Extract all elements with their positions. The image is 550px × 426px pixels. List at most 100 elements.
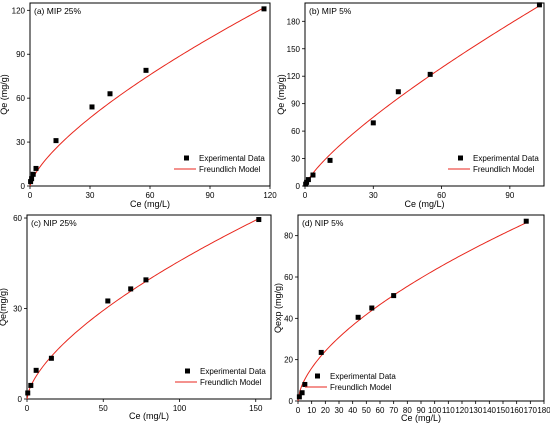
y-tick-label: 0 [18, 395, 23, 404]
data-point [305, 177, 311, 183]
x-axis-title: Ce (mg/L) [130, 199, 170, 209]
data-point [107, 91, 113, 97]
data-point [105, 298, 111, 304]
legend-label-fit: Freundlich Model [330, 383, 392, 392]
y-tick-label: 0 [289, 397, 294, 406]
x-tick-label: 170 [524, 406, 538, 415]
y-tick-label: 120 [12, 6, 26, 15]
data-point [89, 104, 95, 110]
data-point [304, 179, 310, 185]
x-tick-label: 100 [173, 404, 187, 413]
data-point [261, 6, 267, 12]
x-tick-label: 30 [86, 191, 95, 200]
x-tick-label: 90 [206, 191, 215, 200]
data-point [30, 171, 36, 177]
x-tick-label: 0 [25, 404, 30, 413]
y-tick-label: 20 [284, 356, 293, 365]
data-point [523, 218, 529, 224]
data-point [296, 394, 302, 400]
fit-curve [29, 7, 265, 187]
x-tick-label: 60 [437, 191, 446, 200]
x-tick-label: 60 [376, 406, 385, 415]
x-tick-label: 150 [496, 406, 510, 415]
x-tick-label: 70 [389, 406, 398, 415]
plot-frame [304, 2, 545, 187]
x-tick-label: 140 [483, 406, 497, 415]
data-point [53, 138, 59, 144]
y-tick-label: 30 [291, 155, 300, 164]
fit-curve [26, 218, 260, 400]
x-tick-label: 110 [442, 406, 455, 415]
panel-title: (c) NIP 25% [31, 218, 77, 228]
data-point [143, 67, 149, 73]
x-tick-label: 10 [307, 406, 316, 415]
legend: Experimental Data Freundlich Model [174, 154, 265, 174]
legend-marker-points [184, 155, 189, 161]
y-tick-label: 30 [13, 305, 22, 314]
y-tick-label: 60 [284, 273, 293, 282]
panel-0: 0 30 60 90 120 0 30 60 90 120 Ce (mg/L) Qe (mg/g) (a… [0, 2, 277, 209]
legend-label-points: Experimental Data [199, 154, 265, 163]
x-tick-label: 60 [146, 191, 155, 200]
panel-title: (d) NIP 5% [302, 218, 344, 228]
data-point [427, 71, 433, 77]
legend-marker-points [185, 368, 190, 374]
y-tick-label: 0 [296, 182, 301, 191]
legend-label-fit: Freundlich Model [200, 378, 262, 387]
x-tick-label: 100 [428, 406, 442, 415]
x-axis-title: Ce (mg/L) [401, 413, 441, 423]
fit-curve [297, 222, 527, 402]
data-point [369, 305, 375, 311]
data-point [143, 277, 149, 283]
data-point [256, 217, 262, 223]
legend-label-fit: Freundlich Model [473, 165, 535, 174]
data-point [28, 382, 34, 388]
panel-1: 0 30 60 90 0 30 60 90 120 150 180 Ce (mg/L) Qe (mg/g… [276, 2, 545, 209]
legend-label-points: Experimental Data [200, 367, 266, 376]
panel-title: (b) MIP 5% [309, 6, 352, 16]
legend-label-points: Experimental Data [473, 154, 539, 163]
data-point [355, 314, 361, 320]
x-tick-label: 0 [296, 406, 301, 415]
y-tick-label: 0 [21, 182, 26, 191]
x-tick-label: 120 [263, 191, 277, 200]
x-tick-label: 30 [335, 406, 344, 415]
y-tick-label: 30 [16, 138, 25, 147]
y-tick-label: 60 [13, 214, 22, 223]
y-tick-label: 90 [291, 100, 300, 109]
y-tick-label: 40 [284, 314, 293, 323]
panel-2: 0 50 100 150 0 30 60 Ce (mg/L) Qe(mg/g) (c) NIP 2… [0, 214, 272, 421]
y-tick-label: 60 [291, 127, 300, 136]
data-point [302, 381, 308, 387]
data-point [299, 390, 305, 396]
x-tick-label: 0 [303, 191, 308, 200]
data-point [29, 176, 35, 182]
y-tick-label: 180 [287, 17, 301, 26]
data-point [327, 157, 333, 163]
y-tick-label: 60 [16, 94, 25, 103]
data-point [48, 355, 54, 361]
y-tick-label: 150 [287, 45, 301, 54]
data-point [395, 89, 401, 95]
x-tick-label: 40 [348, 406, 357, 415]
data-point [25, 390, 31, 396]
data-point [33, 165, 39, 171]
y-tick-label: 90 [16, 50, 25, 59]
x-tick-label: 120 [455, 406, 469, 415]
x-tick-label: 160 [510, 406, 524, 415]
fit-curve [304, 5, 540, 187]
data-point [536, 2, 542, 8]
data-point [128, 286, 134, 292]
x-tick-label: 50 [99, 404, 108, 413]
legend-marker-points [458, 155, 463, 161]
plot-frame [26, 214, 272, 400]
x-tick-label: 50 [362, 406, 371, 415]
x-axis-title: Ce (mg/L) [129, 411, 169, 421]
panel-title: (a) MIP 25% [34, 6, 82, 16]
x-tick-label: 90 [417, 406, 426, 415]
legend: Experimental Data Freundlich Model [448, 154, 539, 174]
x-tick-label: 90 [505, 191, 514, 200]
data-point [33, 367, 39, 373]
y-axis-title: Qexp (mg/g) [273, 283, 283, 333]
